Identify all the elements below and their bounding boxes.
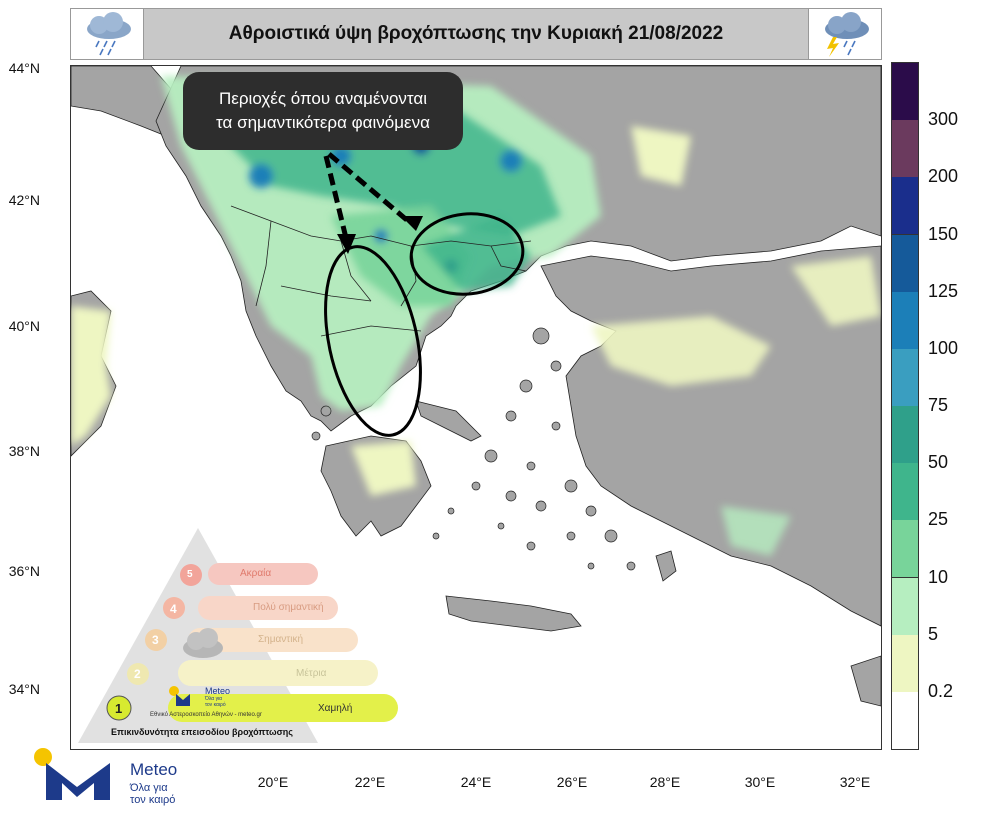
risk-bars xyxy=(168,563,398,722)
title-bar: Αθροιστικά ύψη βροχόπτωσης την Κυριακή 2… xyxy=(70,8,882,60)
risk-level-5: Ακραία xyxy=(240,568,272,579)
callout-box: Περιοχές όπου αναμένονται τα σημαντικότε… xyxy=(183,72,463,150)
colorbar-segment xyxy=(892,520,918,579)
logo-tagline-line2: τον καιρό xyxy=(130,794,176,806)
country-borders xyxy=(230,205,532,337)
rain-cloud-icon xyxy=(71,9,144,59)
risk-level-1: Χαμηλή xyxy=(318,703,353,714)
colorbar-segment xyxy=(892,577,918,636)
risk-level-4: Πολύ σημαντική xyxy=(253,602,324,613)
cloud-icon xyxy=(183,628,223,658)
risk-number-circles xyxy=(106,564,202,721)
colorbar-segment xyxy=(892,120,918,179)
colorbar-segment xyxy=(892,348,918,407)
rainfall-map xyxy=(70,65,882,750)
lon-label-30: 30°E xyxy=(744,774,776,790)
colorbar-label: 25 xyxy=(928,509,949,530)
mini-logo-sub-1: Όλα για xyxy=(205,696,223,702)
risk-number-2: 2 xyxy=(134,667,141,681)
meteo-logo xyxy=(32,745,127,805)
colorbar-label: 5 xyxy=(928,623,939,644)
colorbar-segment xyxy=(892,634,918,693)
lat-label-42: 42°N xyxy=(8,192,40,208)
lat-label-34: 34°N xyxy=(8,681,40,697)
risk-number-5: 5 xyxy=(187,569,193,580)
colorbar-segment xyxy=(892,234,918,293)
colorbar-label: 0.2 xyxy=(928,680,954,701)
aegean-islands xyxy=(311,327,636,571)
thunderstorm-cloud-icon xyxy=(808,9,881,59)
risk-small-text: Εθνικό Αστεροσκοπείο Αθηνών - meteo.gr xyxy=(150,712,262,718)
colorbar-label: 100 xyxy=(928,337,959,358)
risk-number-1: 1 xyxy=(115,701,123,716)
risk-level-3: Σημαντική xyxy=(258,634,304,645)
lat-label-38: 38°N xyxy=(8,443,40,459)
lon-label-24: 24°E xyxy=(460,774,492,790)
risk-level-2: Μέτρια xyxy=(296,668,327,679)
lon-label-32: 32°E xyxy=(839,774,871,790)
colorbar-label: 50 xyxy=(928,452,949,473)
callout-line-1: Περιοχές όπου αναμένονται xyxy=(219,89,427,108)
risk-pyramid: Ακραία Πολύ σημαντική Σημαντική Μέτρια Χ… xyxy=(78,528,408,743)
risk-number-4: 4 xyxy=(170,602,177,616)
pointer-arrows xyxy=(323,152,410,239)
logo-tagline-line1: Όλα για xyxy=(130,782,168,794)
risk-footer: Επικινδυνότητα επεισοδίου βροχόπτωσης xyxy=(111,727,293,737)
mini-logo xyxy=(169,686,190,706)
mini-logo-brand: Meteo xyxy=(205,686,231,696)
colorbar-label: 300 xyxy=(928,109,959,130)
map-title: Αθροιστικά ύψη βροχόπτωσης την Κυριακή 2… xyxy=(228,23,724,44)
logo-tagline: Όλα για τον καιρό xyxy=(130,782,175,806)
colorbar xyxy=(891,62,919,750)
colorbar-segment xyxy=(892,691,918,749)
colorbar-label: 75 xyxy=(928,395,949,415)
colorbar-label: 125 xyxy=(928,280,959,301)
callout-line-2: τα σημαντικότερα φαινόμενα xyxy=(216,113,430,132)
lon-label-20: 20°E xyxy=(257,774,289,790)
colorbar-label: 150 xyxy=(928,223,959,244)
lon-label-22: 22°E xyxy=(354,774,386,790)
lat-label-44: 44°N xyxy=(8,60,40,76)
colorbar-label: 200 xyxy=(928,166,959,187)
logo-name: Meteo xyxy=(130,760,178,779)
lon-label-28: 28°E xyxy=(649,774,681,790)
lat-label-40: 40°N xyxy=(8,318,40,334)
colorbar-label: 10 xyxy=(928,566,949,587)
colorbar-segment xyxy=(892,463,918,522)
lon-label-26: 26°E xyxy=(556,774,588,790)
colorbar-segment xyxy=(892,63,918,122)
colorbar-segment xyxy=(892,406,918,465)
lat-label-36: 36°N xyxy=(8,563,40,579)
risk-number-3: 3 xyxy=(152,633,159,647)
highlight-ellipses xyxy=(324,212,525,437)
colorbar-segment xyxy=(892,291,918,350)
colorbar-segment xyxy=(892,177,918,236)
mini-logo-sub-2: τον καιρό xyxy=(205,702,226,708)
